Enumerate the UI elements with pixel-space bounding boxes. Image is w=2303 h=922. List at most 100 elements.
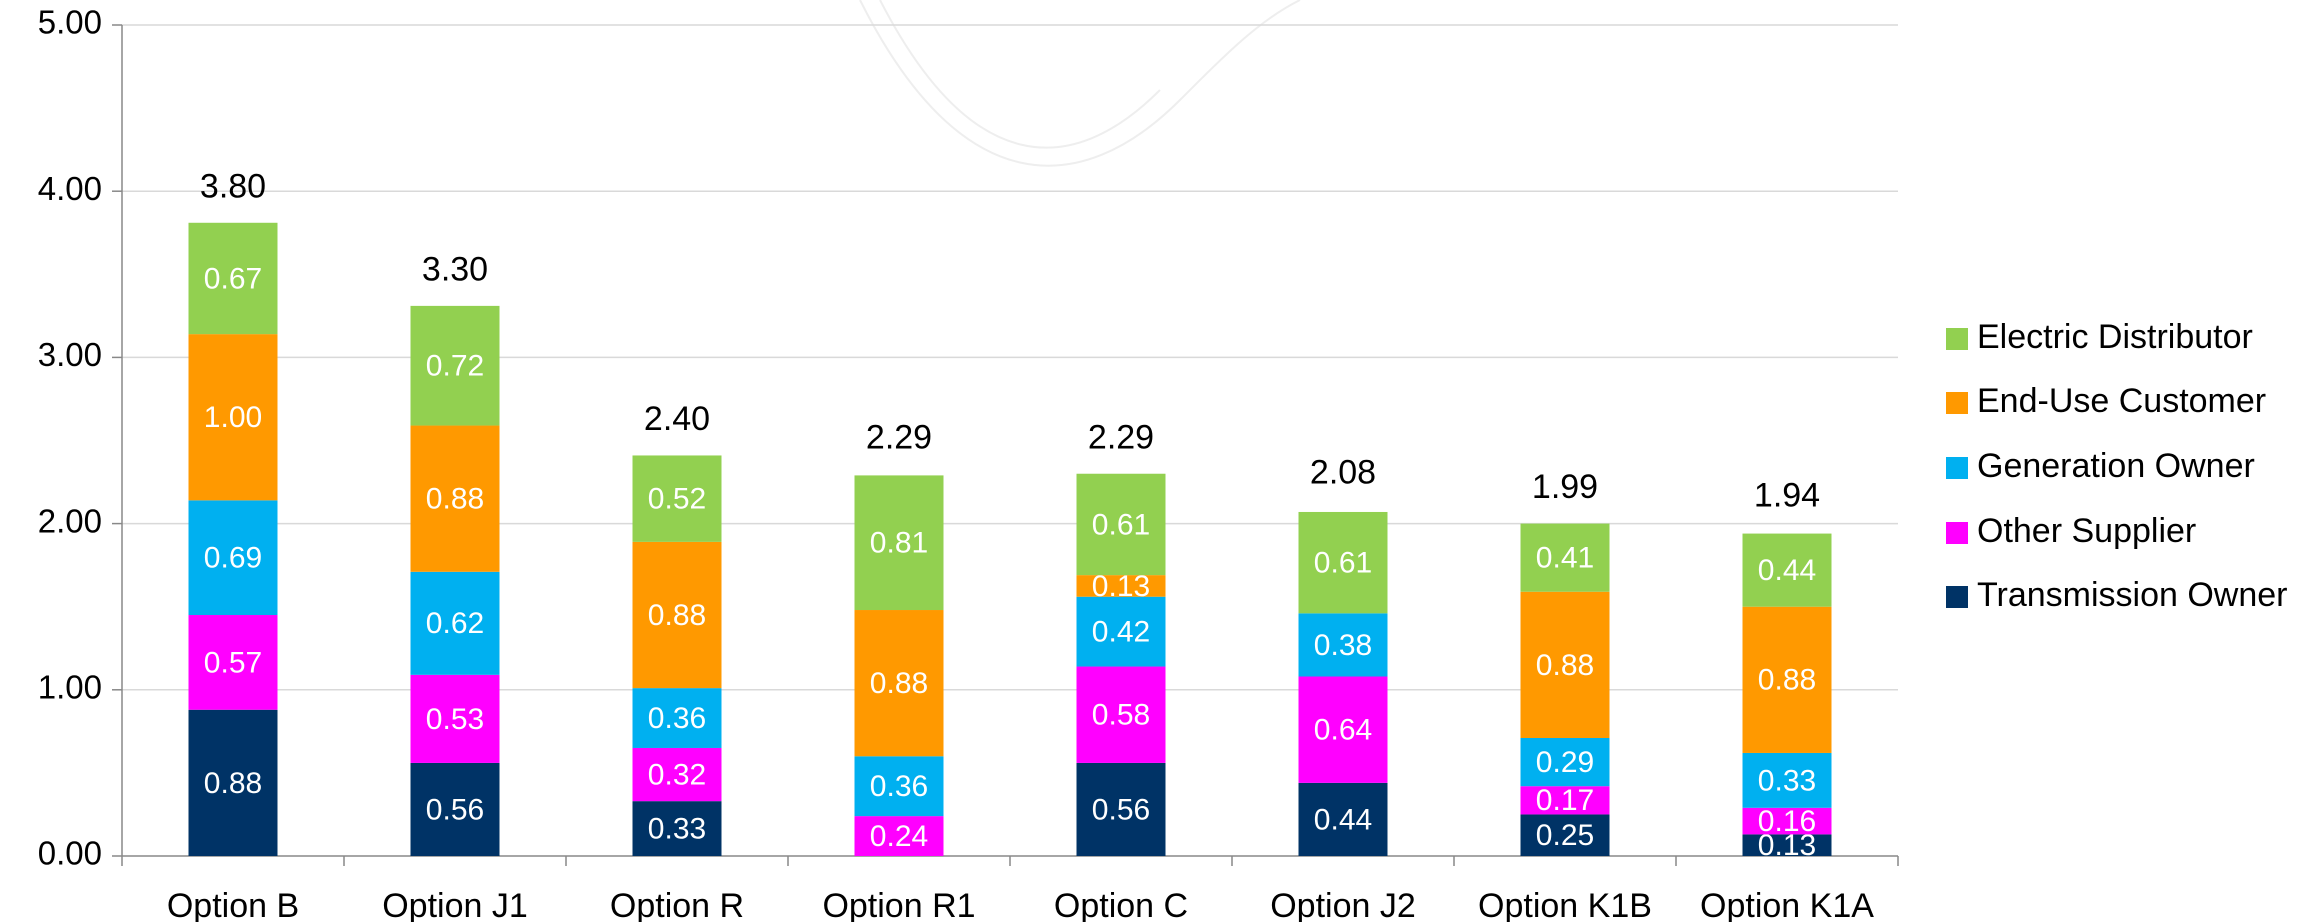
y-tick-label: 3.00 (38, 336, 102, 373)
data-label: 0.88 (648, 599, 706, 632)
data-label: 0.88 (1536, 649, 1594, 682)
bar-segment (632, 541, 722, 689)
data-label: 0.29 (1536, 746, 1594, 779)
bar-segment (188, 334, 278, 501)
data-label: 0.44 (1314, 803, 1372, 836)
data-label: 0.25 (1536, 819, 1594, 852)
bar-segment (1298, 511, 1388, 614)
data-label: 0.33 (1758, 764, 1816, 797)
y-tick-label: 1.00 (38, 669, 102, 706)
data-label: 0.57 (204, 646, 262, 679)
data-label: 0.72 (426, 350, 484, 383)
x-tick-label: Option C (1054, 887, 1188, 922)
data-label: 0.61 (1314, 547, 1372, 580)
legend-swatch (1946, 522, 1968, 544)
data-label: 0.17 (1536, 784, 1594, 817)
legend-swatch (1946, 328, 1968, 350)
bar-segment (854, 816, 944, 856)
data-label: 0.41 (1536, 542, 1594, 575)
bar-segment (1520, 523, 1610, 592)
total-label: 3.80 (200, 167, 266, 205)
bar-segment (1742, 752, 1832, 808)
data-label: 0.38 (1314, 629, 1372, 662)
total-label: 2.29 (1088, 418, 1154, 456)
legend-label: Transmission Owner (1977, 576, 2287, 614)
bar-segment (1520, 814, 1610, 856)
data-label: 1.00 (204, 401, 262, 434)
legend-swatch (1946, 457, 1968, 479)
data-label: 0.88 (1758, 664, 1816, 697)
bar-segment (1520, 786, 1610, 815)
bar-segment (188, 500, 278, 616)
total-label: 2.29 (866, 418, 932, 456)
bar-segment (1520, 591, 1610, 738)
bar-segment (1298, 613, 1388, 677)
bar-segment (1742, 606, 1832, 753)
bar-segment (188, 222, 278, 335)
bar-segment (1298, 676, 1388, 783)
legend-label: Other Supplier (1977, 512, 2196, 550)
y-tick-label: 4.00 (38, 170, 102, 207)
bar-segment (410, 762, 500, 856)
data-label: 0.44 (1758, 554, 1816, 587)
data-label: 0.88 (426, 483, 484, 516)
total-label: 1.94 (1754, 477, 1820, 515)
data-label: 0.62 (426, 607, 484, 640)
data-label: 0.88 (870, 667, 928, 700)
data-label: 0.61 (1092, 508, 1150, 541)
x-tick-label: Option B (167, 887, 299, 922)
data-label: 0.58 (1092, 699, 1150, 732)
bar-segment (188, 709, 278, 856)
total-label: 3.30 (422, 251, 488, 289)
bar-segment (854, 610, 944, 757)
bar-segment (632, 801, 722, 856)
bar-segment (1076, 473, 1166, 576)
bar-segment (410, 425, 500, 572)
legend-label: Generation Owner (1977, 447, 2255, 485)
background-decoration (879, 0, 1161, 149)
bar-segment (1298, 782, 1388, 856)
legend-swatch (1946, 392, 1968, 414)
data-label: 0.69 (204, 542, 262, 575)
bar-segment (1742, 807, 1832, 835)
data-label: 0.24 (870, 820, 928, 853)
x-tick-label: Option R (610, 887, 744, 922)
bar-segment (854, 756, 944, 817)
bar-segment (1742, 533, 1832, 607)
y-tick-label: 0.00 (38, 835, 102, 872)
data-label: 0.67 (204, 262, 262, 295)
bar-segment (1076, 575, 1166, 597)
data-label: 0.64 (1314, 714, 1372, 747)
bar-segment (1076, 666, 1166, 763)
data-label: 0.42 (1092, 616, 1150, 649)
total-label: 2.08 (1310, 453, 1376, 491)
bar-segment (410, 305, 500, 426)
data-label: 0.36 (870, 770, 928, 803)
data-label: 0.33 (648, 812, 706, 845)
legend-label: Electric Distributor (1977, 318, 2253, 356)
legend-label: End-Use Customer (1977, 382, 2266, 420)
data-label: 0.56 (426, 793, 484, 826)
total-label: 2.40 (644, 400, 710, 438)
x-tick-label: Option J2 (1270, 887, 1416, 922)
y-tick-label: 2.00 (38, 502, 102, 539)
bar-segment (1520, 737, 1610, 787)
data-label: 0.13 (1092, 570, 1150, 603)
bar-segment (632, 747, 722, 802)
data-label: 0.81 (870, 527, 928, 560)
x-tick-label: Option K1B (1478, 887, 1652, 922)
bar-segment (632, 688, 722, 748)
x-tick-label: Option R1 (822, 887, 975, 922)
legend-swatch (1946, 586, 1968, 608)
data-label: 0.32 (648, 758, 706, 791)
data-label: 0.53 (426, 703, 484, 736)
data-label: 0.56 (1092, 793, 1150, 826)
total-label: 1.99 (1532, 468, 1598, 506)
x-tick-label: Option K1A (1700, 887, 1874, 922)
data-label: 0.13 (1758, 829, 1816, 862)
bar-segment (188, 615, 278, 710)
x-tick-label: Option J1 (382, 887, 528, 922)
data-label: 0.16 (1758, 805, 1816, 838)
